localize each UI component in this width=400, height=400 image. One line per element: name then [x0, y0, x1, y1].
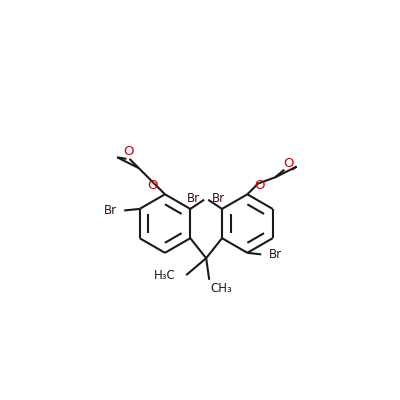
Text: CH₃: CH₃ [211, 282, 232, 295]
Text: Br: Br [269, 248, 282, 261]
Text: O: O [284, 157, 294, 170]
Text: O: O [254, 178, 265, 192]
Text: H₃C: H₃C [154, 270, 175, 282]
Text: Br: Br [103, 204, 116, 217]
Text: Br: Br [187, 192, 200, 205]
Text: Br: Br [212, 192, 225, 205]
Text: O: O [147, 178, 158, 192]
Text: O: O [123, 145, 133, 158]
